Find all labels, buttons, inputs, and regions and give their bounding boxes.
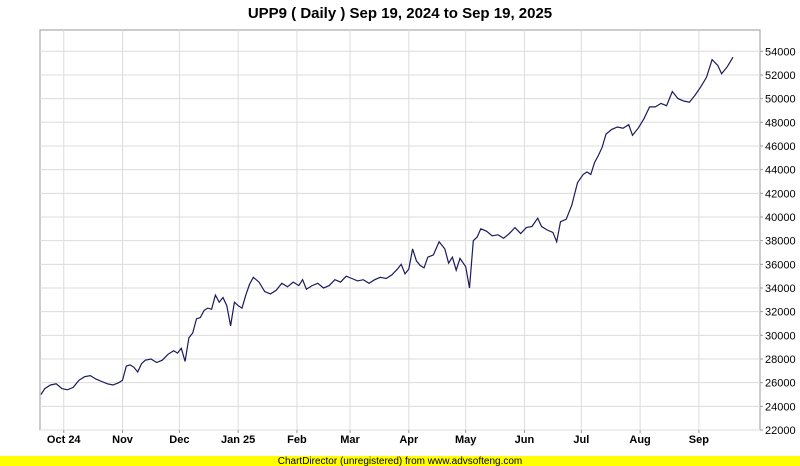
x-tick-label: Apr <box>399 434 419 446</box>
y-axis-ticks: 22000 24000 26000 28000 30000 32000 34000 36000… <box>760 46 796 437</box>
x-tick-label: May <box>455 434 477 446</box>
y-tick-label: 36000 <box>765 259 796 271</box>
x-tick-label: Oct 24 <box>47 434 82 446</box>
plot-area <box>39 29 761 431</box>
chart-title: UPP9 ( Daily ) Sep 19, 2024 to Sep 19, 2… <box>248 5 552 22</box>
y-tick-label: 52000 <box>765 70 796 82</box>
x-tick-label: Feb <box>287 434 307 446</box>
y-tick-label: 50000 <box>765 94 796 106</box>
x-tick-label: Dec <box>169 434 189 446</box>
y-tick-label: 26000 <box>765 378 796 390</box>
x-tick-label: Jun <box>515 434 535 446</box>
y-tick-label: 38000 <box>765 236 796 248</box>
grid-lines <box>40 30 760 431</box>
y-tick-label: 22000 <box>765 425 796 437</box>
y-tick-label: 28000 <box>765 354 796 366</box>
footer-bar <box>0 456 800 466</box>
y-tick-label: 32000 <box>765 307 796 319</box>
y-tick-label: 48000 <box>765 117 796 129</box>
x-tick-label: Jul <box>573 434 589 446</box>
y-tick-label: 24000 <box>765 401 796 413</box>
x-tick-label: Aug <box>629 434 650 446</box>
price-series-line <box>40 56 734 395</box>
y-tick-label: 42000 <box>765 188 796 200</box>
y-tick-label: 46000 <box>765 141 796 153</box>
x-tick-label: Jan 25 <box>221 434 255 446</box>
y-tick-label: 34000 <box>765 283 796 295</box>
y-tick-label: 54000 <box>765 46 796 58</box>
x-tick-label: Sep <box>689 434 709 446</box>
y-tick-label: 40000 <box>765 212 796 224</box>
y-tick-label: 44000 <box>765 165 796 177</box>
x-tick-label: Mar <box>340 434 360 446</box>
footer-text: ChartDirector (unregistered) from www.ad… <box>278 456 523 466</box>
x-tick-label: Nov <box>112 434 134 446</box>
y-tick-label: 30000 <box>765 330 796 342</box>
x-axis-ticks: Oct 24 Nov Dec Jan 25 Feb Mar Apr May Jun Jul Aug S… <box>47 430 709 446</box>
